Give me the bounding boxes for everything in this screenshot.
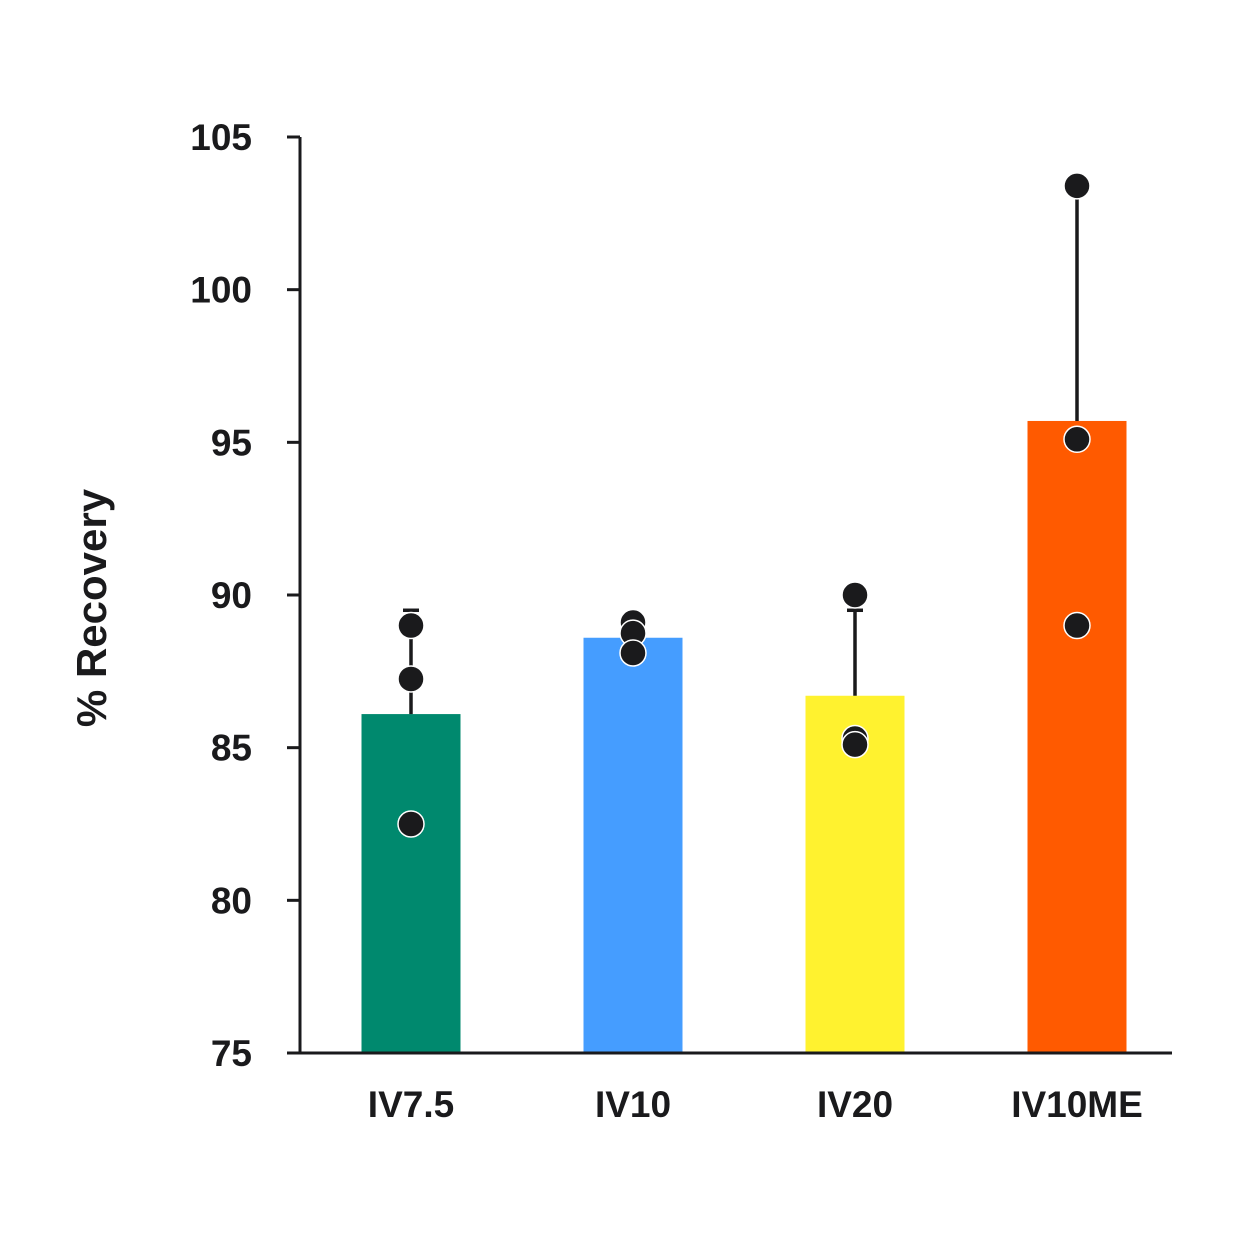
bar-iv7-5	[361, 714, 461, 1053]
y-tick-label: 75	[211, 1033, 252, 1074]
x-tick-label: IV10	[595, 1084, 671, 1125]
data-point	[841, 581, 869, 609]
y-tick-label: 90	[211, 575, 252, 616]
y-tick-label: 105	[190, 117, 252, 158]
y-tick-label: 85	[211, 728, 252, 769]
x-tick-label: IV20	[817, 1084, 893, 1125]
y-tick-label: 80	[211, 880, 252, 921]
data-point	[841, 730, 869, 759]
data-point	[397, 611, 425, 640]
bar-iv10	[583, 637, 683, 1053]
data-point	[1063, 611, 1091, 640]
data-point	[1063, 425, 1091, 454]
data-point	[619, 639, 647, 667]
data-point	[1063, 172, 1091, 200]
data-point	[397, 665, 425, 693]
x-tick-label: IV7.5	[368, 1084, 454, 1125]
y-axis-label: % Recovery	[68, 488, 115, 727]
y-tick-label: 100	[190, 270, 252, 311]
x-tick-label: IV10ME	[1011, 1084, 1143, 1125]
y-tick-label: 95	[211, 422, 252, 463]
data-point	[397, 810, 425, 838]
bar-iv10me	[1027, 420, 1127, 1054]
